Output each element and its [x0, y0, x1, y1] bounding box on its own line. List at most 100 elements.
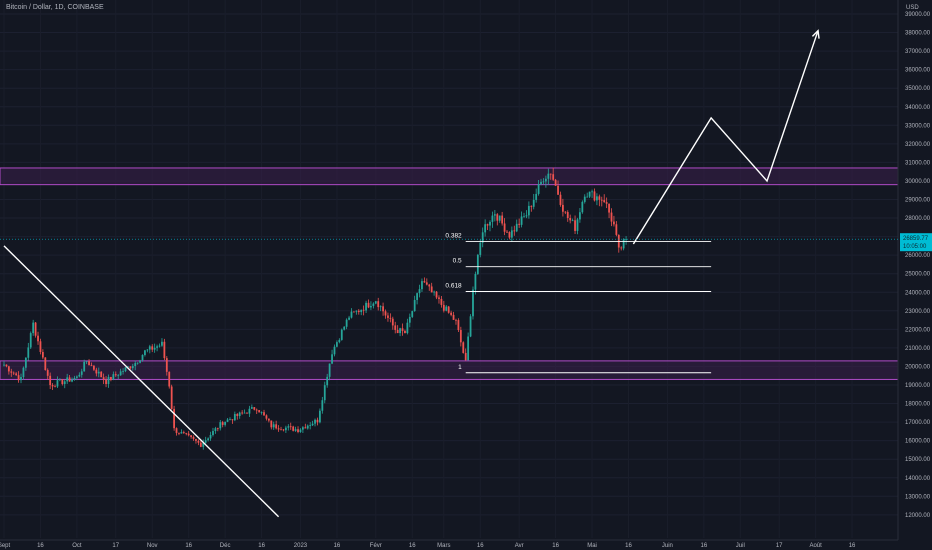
x-tick-label: Juin — [662, 543, 673, 549]
price-zones — [0, 167, 899, 380]
candle-body — [610, 212, 613, 222]
candle-body — [423, 281, 426, 283]
candle-body — [615, 224, 618, 235]
candle-body — [209, 435, 212, 439]
candle-body — [452, 314, 455, 320]
candle-body — [476, 254, 479, 274]
candle-body — [510, 230, 513, 238]
candle-body — [345, 319, 348, 327]
fib-label: 1 — [458, 364, 462, 371]
candle-body — [246, 412, 248, 414]
candle-body — [457, 320, 460, 331]
candle-body — [331, 354, 333, 364]
candle-body — [571, 220, 574, 222]
candle-body — [170, 386, 173, 409]
candle-body — [547, 173, 550, 179]
candle-body — [566, 212, 569, 218]
y-tick-label: 14000.00 — [905, 476, 931, 482]
candle-body — [27, 347, 30, 358]
candle-body — [600, 199, 603, 201]
candle-body — [384, 311, 387, 316]
candle-body — [459, 330, 462, 343]
x-tick-label: Août — [809, 543, 822, 549]
time-axis[interactable]: Sept 16 Oct 17 Nov 16 Déc 16 2023 16 Févr 16 Mars 16 A… — [0, 539, 898, 549]
candle-body — [224, 421, 227, 425]
fibonacci-levels: 0.382 0.5 0.618 1 — [445, 233, 712, 374]
candle-body — [583, 196, 586, 202]
candle-body — [131, 366, 134, 369]
y-tick-label: 25000.00 — [905, 272, 931, 278]
candle-body — [367, 302, 370, 308]
x-tick-label: 16 — [258, 543, 265, 549]
candle-body — [85, 361, 88, 363]
candle-body — [377, 301, 380, 308]
candle-body — [226, 419, 229, 422]
candle-body — [241, 412, 244, 414]
candle-body — [462, 342, 465, 353]
y-tick-label: 12000.00 — [905, 513, 931, 519]
candle-body — [469, 316, 472, 337]
candle-body — [301, 427, 304, 430]
x-tick-label: Mai — [587, 543, 597, 549]
candle-body — [338, 339, 341, 343]
candle-body — [129, 366, 132, 369]
candle-body — [389, 317, 392, 319]
candle-body — [399, 328, 401, 334]
candle-body — [328, 363, 331, 377]
candle-body — [107, 377, 110, 384]
candle-body — [442, 304, 445, 311]
candle-body — [236, 414, 239, 416]
x-tick-label: 16 — [700, 543, 707, 549]
candle-body — [119, 371, 122, 376]
projection-arrowhead — [811, 29, 820, 39]
price-axis[interactable]: USD 12000.00 13000.00 14000.00 15000.00 1600… — [897, 0, 931, 540]
candle-body — [370, 305, 372, 308]
candle-body — [467, 336, 470, 361]
candle-body — [360, 309, 363, 313]
y-tick-label: 34000.00 — [905, 105, 931, 111]
candle-body — [357, 310, 360, 313]
candle-body — [574, 220, 576, 231]
candle-body — [340, 329, 343, 340]
candle-body — [260, 412, 263, 414]
candle-body — [586, 196, 589, 198]
candle-body — [603, 200, 606, 203]
candle-body — [267, 418, 270, 421]
last-price-box — [900, 233, 932, 252]
y-tick-label: 35000.00 — [905, 86, 931, 92]
x-tick-label: Avr — [515, 543, 524, 549]
candle-body — [321, 400, 324, 411]
candle-body — [192, 436, 195, 439]
candle-body — [479, 242, 482, 255]
candle-body — [596, 196, 598, 201]
candle-body — [144, 350, 146, 355]
candle-body — [472, 289, 474, 317]
candle-body — [544, 178, 547, 182]
candle-body — [579, 212, 581, 220]
candle-body — [382, 306, 384, 312]
x-tick-label: Déc — [220, 543, 231, 549]
candle-body — [258, 410, 261, 413]
y-tick-label: 15000.00 — [905, 457, 931, 463]
candle-body — [489, 221, 491, 226]
candle-body — [173, 408, 175, 429]
candle-body — [272, 424, 275, 428]
candle-body — [66, 377, 69, 382]
candle-body — [263, 412, 265, 416]
candle-body — [54, 386, 56, 388]
x-tick-label: Juil — [736, 543, 745, 549]
candle-body — [493, 214, 496, 216]
y-tick-label: 26000.00 — [905, 253, 931, 259]
candle-body — [481, 232, 484, 243]
x-tick-label: Sept — [0, 543, 11, 549]
candle-body — [554, 179, 557, 186]
y-tick-label: 19000.00 — [905, 383, 931, 389]
fib-label: 0.618 — [445, 283, 462, 290]
x-tick-label: 2023 — [294, 543, 308, 549]
y-tick-label: 39000.00 — [905, 12, 931, 18]
y-tick-label: 21000.00 — [905, 346, 931, 352]
grid — [0, 13, 898, 516]
candle-body — [625, 239, 627, 241]
